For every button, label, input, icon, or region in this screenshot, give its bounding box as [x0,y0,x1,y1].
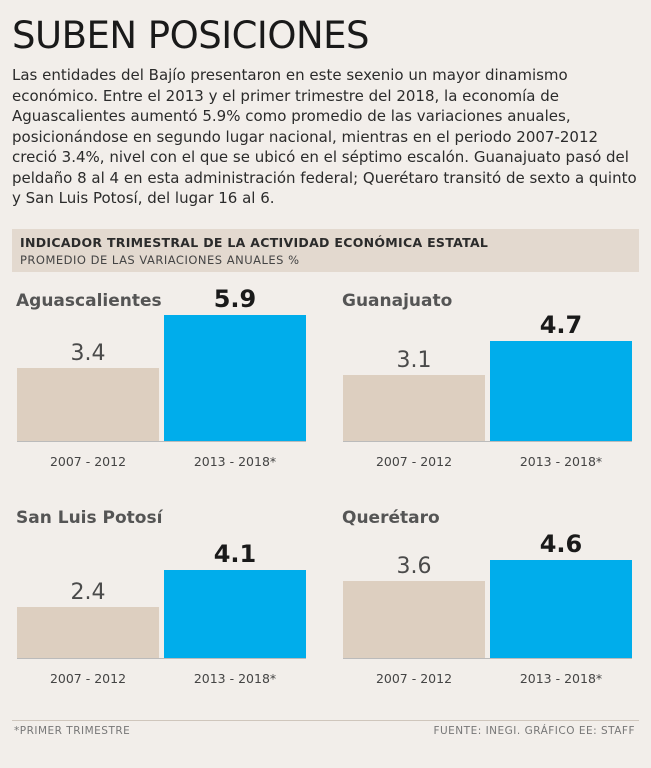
x-tick-label: 2013 - 2018* [519,454,603,469]
value-label-2013-2018: 4.7 [539,311,583,339]
axis-baseline [343,441,632,442]
bar-2007-2012 [17,607,159,658]
chart-panel: Guanajuato 3.1 4.7 2007 - 2012 2013 - 20… [338,291,632,481]
bar-2013-2018 [164,315,306,441]
x-tick-label: 2013 - 2018* [193,454,277,469]
bar-2007-2012 [17,368,159,441]
panel-state-name: Guanajuato [342,291,453,311]
chart-panel: Aguascalientes 3.4 5.9 2007 - 2012 2013 … [12,285,306,481]
x-tick-label: 2007 - 2012 [375,671,453,686]
x-tick-label: 2013 - 2018* [519,671,603,686]
axis-baseline [17,658,306,659]
bar-2007-2012 [343,375,485,441]
x-tick-label: 2007 - 2012 [49,454,127,469]
axis-baseline [17,441,306,442]
panel-state-name: San Luis Potosí [16,508,163,528]
chart-title: INDICADOR TRIMESTRAL DE LA ACTIVIDAD ECO… [20,235,489,250]
x-tick-label: 2007 - 2012 [375,454,453,469]
chart-subtitle: PROMEDIO DE LAS VARIACIONES ANUALES % [20,253,300,267]
chart-panel: Querétaro 3.6 4.6 2007 - 2012 2013 - 201… [338,508,632,698]
value-label-2007-2012: 3.4 [70,341,106,366]
bar-2013-2018 [164,570,306,658]
value-label-2007-2012: 3.1 [396,348,432,373]
bar-2013-2018 [490,560,632,658]
value-label-2013-2018: 5.9 [213,285,257,313]
bar-2007-2012 [343,581,485,658]
value-label-2013-2018: 4.1 [213,540,257,568]
value-label-2013-2018: 4.6 [539,530,583,558]
chart-header: INDICADOR TRIMESTRAL DE LA ACTIVIDAD ECO… [12,229,639,272]
x-tick-label: 2013 - 2018* [193,671,277,686]
source-credit: FUENTE: INEGI. GRÁFICO EE: STAFF [433,725,635,737]
x-tick-label: 2007 - 2012 [49,671,127,686]
value-label-2007-2012: 2.4 [70,580,106,605]
value-label-2007-2012: 3.6 [396,554,432,579]
page-title: SUBEN POSICIONES [12,14,370,57]
axis-baseline [343,658,632,659]
bar-2013-2018 [490,341,632,441]
chart-panel: San Luis Potosí 2.4 4.1 2007 - 2012 2013… [12,508,306,698]
panel-state-name: Querétaro [342,508,440,528]
panel-state-name: Aguascalientes [16,291,162,311]
footer-divider [12,720,639,721]
intro-paragraph: Las entidades del Bajío presentaron en e… [12,66,637,207]
footnote: *PRIMER TRIMESTRE [14,725,131,737]
